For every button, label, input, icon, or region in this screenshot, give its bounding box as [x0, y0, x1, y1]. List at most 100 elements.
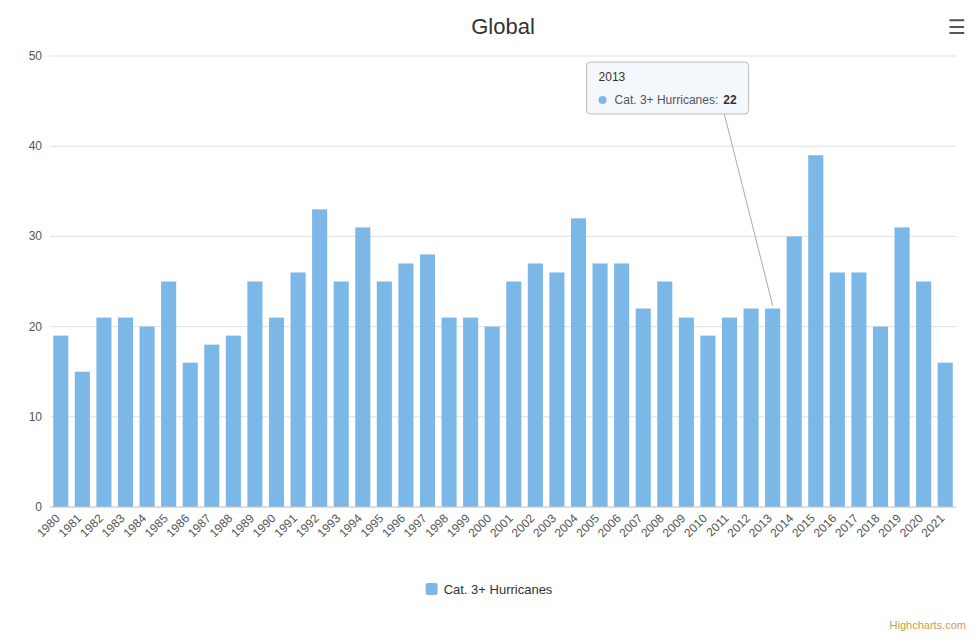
x-tick-label: 1980	[34, 511, 63, 540]
x-tick-label: 1995	[358, 511, 387, 540]
x-tick-label: 2004	[552, 511, 581, 540]
bar	[528, 263, 543, 507]
bar	[355, 227, 370, 507]
bar	[549, 272, 564, 507]
x-tick-label: 2007	[617, 511, 646, 540]
x-tick-label: 1997	[401, 511, 430, 540]
x-tick-label: 1984	[120, 511, 149, 540]
bar	[334, 282, 349, 508]
x-tick-label: 2009	[660, 511, 689, 540]
x-tick-label: 2002	[509, 511, 538, 540]
credit: Highcharts.com	[890, 619, 966, 631]
x-tick-label: 1994	[336, 511, 365, 540]
tooltip-title: 2013	[599, 70, 626, 84]
tooltip-dot	[599, 96, 607, 104]
x-tick-label: 2015	[789, 511, 818, 540]
bar	[312, 209, 327, 507]
x-tick-label: 2011	[703, 511, 731, 539]
x-tick-label: 2019	[875, 511, 904, 540]
x-tick-label: 1981	[56, 511, 85, 540]
grid	[50, 56, 956, 507]
x-tick-label: 1998	[422, 511, 451, 540]
background	[0, 0, 978, 637]
bar	[442, 318, 457, 507]
y-tick-label: 20	[29, 320, 43, 334]
x-tick-label: 2013	[746, 511, 775, 540]
x-axis-line	[50, 507, 956, 508]
bar	[183, 363, 198, 507]
bar	[571, 218, 586, 507]
bar	[269, 318, 284, 507]
bar	[506, 282, 521, 508]
x-tick-label: 1989	[228, 511, 257, 540]
bars	[53, 155, 953, 507]
x-tick-label: 2014	[768, 511, 797, 540]
x-tick-label: 1991	[271, 511, 300, 540]
bar	[830, 272, 845, 507]
bar	[851, 272, 866, 507]
bar	[53, 336, 68, 507]
x-tick-label: 2001	[487, 511, 516, 540]
tooltip-value: 22	[723, 93, 737, 107]
bar	[463, 318, 478, 507]
x-tick-label: 2003	[530, 511, 559, 540]
y-tick-label: 40	[29, 139, 43, 153]
bar	[895, 227, 910, 507]
tooltip-label: Cat. 3+ Hurricanes:	[615, 93, 719, 107]
tooltip: 2013 Cat. 3+ Hurricanes: 22	[587, 62, 749, 114]
grid-line	[50, 56, 956, 57]
legend: Cat. 3+ Hurricanes	[426, 582, 553, 597]
bar	[787, 236, 802, 507]
bar	[161, 282, 176, 508]
bar	[916, 282, 931, 508]
x-tick-label: 1982	[77, 511, 106, 540]
bar	[226, 336, 241, 507]
bar	[75, 372, 90, 507]
bar	[140, 327, 155, 507]
x-tick-label: 1985	[142, 511, 171, 540]
x-tick-label: 2018	[854, 511, 883, 540]
bar	[593, 263, 608, 507]
legend-label: Cat. 3+ Hurricanes	[444, 582, 553, 597]
x-tick-label: 2000	[466, 511, 495, 540]
bar	[247, 282, 262, 508]
x-tick-label: 1992	[293, 511, 322, 540]
bar	[938, 363, 953, 507]
x-tick-label: 2020	[897, 511, 926, 540]
menu-icon: ☰	[948, 16, 966, 38]
bar	[873, 327, 888, 507]
x-tick-label: 2012	[724, 511, 753, 540]
y-tick-label: 10	[29, 410, 43, 424]
bar	[636, 309, 651, 507]
y-tick-label: 30	[29, 229, 43, 243]
bar	[377, 282, 392, 508]
bar	[722, 318, 737, 507]
tooltip-pointer	[724, 114, 772, 306]
bar	[744, 309, 759, 507]
bar	[96, 318, 111, 507]
x-tick-label: 1983	[99, 511, 128, 540]
bar	[679, 318, 694, 507]
tooltip-box	[587, 62, 749, 114]
x-tick-label: 2010	[681, 511, 710, 540]
bar	[700, 336, 715, 507]
bar	[657, 282, 672, 508]
x-tick-label: 1988	[207, 511, 236, 540]
bar	[808, 155, 823, 507]
title: Global	[471, 14, 535, 39]
bar	[765, 309, 780, 507]
x-tick-label: 2021	[919, 511, 948, 540]
x-tick-label: 1996	[379, 511, 408, 540]
x-tick-label: 1990	[250, 511, 279, 540]
bar	[291, 272, 306, 507]
bar	[485, 327, 500, 507]
bar	[614, 263, 629, 507]
bar	[398, 263, 413, 507]
bar	[420, 254, 435, 507]
x-tick-label: 2016	[811, 511, 840, 540]
grid-line	[50, 507, 956, 508]
x-tick-label: 2017	[832, 511, 861, 540]
x-tick-label: 2005	[573, 511, 602, 540]
x-tick-label: 1999	[444, 511, 473, 540]
x-tick-label: 2006	[595, 511, 624, 540]
